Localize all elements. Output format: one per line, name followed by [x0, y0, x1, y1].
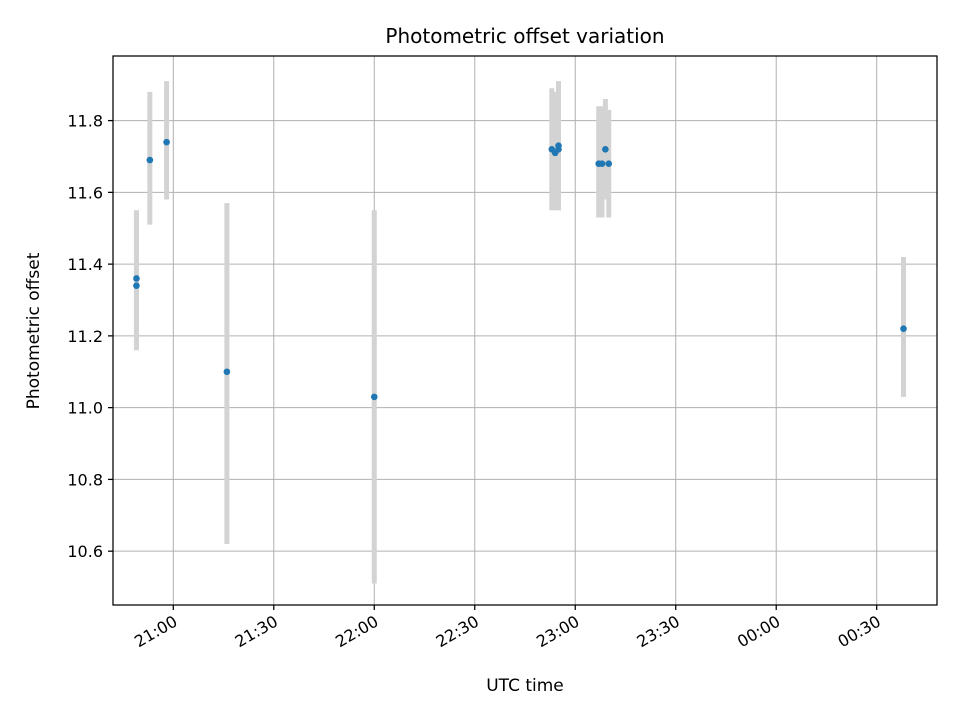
x-tick-label: 23:00 — [533, 612, 582, 652]
plot-frame — [112, 55, 938, 606]
y-axis-ticks: 10.6 10.8 11.0 11.2 11.4 11.6 11.8 — [67, 112, 113, 561]
y-tick-label: 10.6 — [67, 542, 103, 561]
x-tick-label: 22:30 — [433, 612, 482, 652]
y-tick-label: 10.8 — [67, 470, 103, 489]
data-point — [163, 138, 170, 146]
x-axis-label: UTC time — [486, 676, 564, 696]
data-point — [555, 142, 562, 150]
x-tick-label: 21:00 — [131, 612, 180, 652]
x-axis-ticks: 21:00 21:30 22:00 22:30 23:00 23:30 00:00 00:30 — [131, 605, 884, 651]
x-tick-label: 23:30 — [634, 612, 683, 652]
grid — [113, 56, 937, 605]
chart-title: Photometric offset variation — [385, 24, 664, 48]
y-tick-label: 11.0 — [67, 399, 103, 418]
data-point — [900, 325, 907, 333]
data-point — [146, 156, 154, 164]
x-tick-label: 21:30 — [232, 612, 281, 652]
y-tick-label: 11.2 — [67, 327, 103, 346]
y-tick-label: 11.8 — [67, 112, 103, 131]
data-point — [598, 160, 606, 167]
y-tick-label: 11.4 — [67, 255, 103, 274]
data-point — [605, 160, 613, 167]
y-tick-label: 11.6 — [67, 183, 103, 202]
x-tick-label: 00:00 — [734, 612, 783, 652]
data-point — [133, 275, 140, 282]
error-bars — [133, 81, 907, 584]
data-point — [370, 393, 378, 401]
y-axis-label: Photometric offset — [24, 252, 44, 409]
x-tick-label: 00:30 — [835, 612, 884, 652]
data-point — [223, 368, 231, 376]
data-point — [602, 145, 609, 153]
data-points — [133, 138, 907, 401]
data-point — [133, 282, 140, 289]
x-tick-label: 22:00 — [332, 612, 381, 652]
